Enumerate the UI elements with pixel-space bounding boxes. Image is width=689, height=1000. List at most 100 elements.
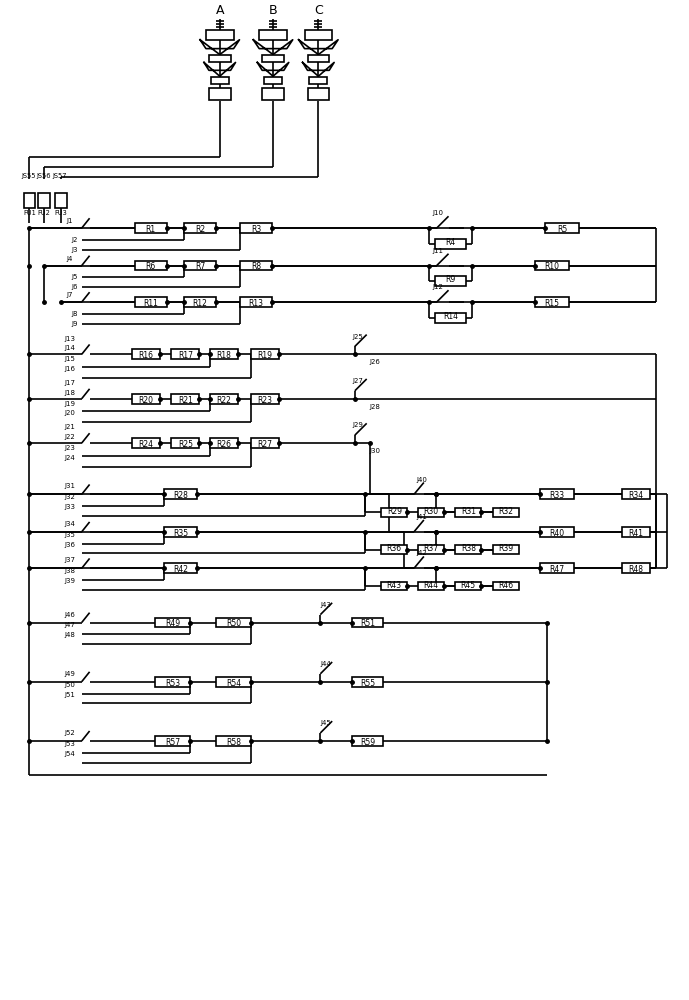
- Bar: [132, 349, 160, 359]
- Bar: [172, 438, 199, 448]
- Text: R13: R13: [249, 299, 264, 308]
- Text: R43: R43: [387, 581, 402, 590]
- Polygon shape: [257, 62, 289, 76]
- Text: R45: R45: [461, 581, 476, 590]
- Bar: [132, 394, 160, 404]
- Text: A: A: [216, 4, 224, 17]
- Text: J43: J43: [320, 602, 331, 608]
- Text: R24: R24: [138, 440, 154, 449]
- Bar: [240, 261, 272, 270]
- Bar: [216, 736, 251, 746]
- Text: R48: R48: [628, 565, 644, 574]
- Bar: [135, 297, 167, 307]
- Text: J51: J51: [64, 692, 75, 698]
- Bar: [55, 193, 67, 208]
- Text: J40: J40: [416, 477, 427, 483]
- Text: J9: J9: [72, 321, 79, 327]
- Bar: [184, 297, 216, 307]
- Bar: [251, 438, 279, 448]
- Bar: [155, 736, 190, 746]
- Text: J38: J38: [64, 568, 75, 574]
- Bar: [535, 261, 569, 270]
- Bar: [418, 582, 444, 590]
- Text: R27: R27: [258, 440, 273, 449]
- Text: R49: R49: [165, 619, 180, 628]
- Text: J5: J5: [72, 274, 79, 280]
- Text: R15: R15: [544, 299, 559, 308]
- Text: J33: J33: [64, 504, 75, 510]
- Text: R4: R4: [445, 238, 455, 247]
- Text: R21: R21: [178, 396, 193, 405]
- Text: R2: R2: [195, 225, 205, 234]
- Bar: [132, 438, 160, 448]
- Text: J1: J1: [66, 218, 72, 224]
- Bar: [206, 30, 234, 40]
- Text: R54: R54: [226, 679, 241, 688]
- Bar: [172, 394, 199, 404]
- Bar: [435, 313, 466, 323]
- Text: JS56: JS56: [36, 173, 50, 179]
- Text: R18: R18: [216, 351, 231, 360]
- Text: J17: J17: [64, 380, 75, 386]
- Text: R25: R25: [178, 440, 193, 449]
- Text: J24: J24: [64, 455, 74, 461]
- Bar: [251, 394, 279, 404]
- Text: J26: J26: [369, 359, 380, 365]
- Text: R28: R28: [173, 491, 188, 500]
- Text: R47: R47: [549, 565, 564, 574]
- Bar: [172, 349, 199, 359]
- Text: J54: J54: [64, 751, 74, 757]
- Bar: [455, 582, 481, 590]
- Bar: [382, 508, 407, 517]
- Text: R9: R9: [445, 275, 455, 284]
- Text: R37: R37: [423, 544, 438, 553]
- Text: R31: R31: [461, 507, 475, 516]
- Bar: [455, 508, 481, 517]
- Text: R32: R32: [498, 507, 513, 516]
- Text: R58: R58: [226, 738, 241, 747]
- Bar: [309, 77, 327, 84]
- Text: R50: R50: [226, 619, 241, 628]
- Bar: [622, 527, 650, 537]
- Text: FU2: FU2: [38, 210, 51, 216]
- Text: J46: J46: [64, 612, 75, 618]
- Text: R11: R11: [143, 299, 158, 308]
- Bar: [135, 223, 167, 233]
- Bar: [209, 88, 231, 100]
- Text: J21: J21: [64, 424, 75, 430]
- Bar: [493, 582, 519, 590]
- Bar: [352, 618, 384, 627]
- Bar: [210, 394, 238, 404]
- Text: R35: R35: [173, 529, 188, 538]
- Bar: [155, 618, 190, 627]
- Bar: [184, 223, 216, 233]
- Text: J25: J25: [353, 334, 364, 340]
- Text: J42: J42: [416, 550, 426, 556]
- Bar: [540, 489, 574, 499]
- Text: FU3: FU3: [54, 210, 68, 216]
- Text: J27: J27: [353, 378, 364, 384]
- Bar: [493, 545, 519, 554]
- Polygon shape: [298, 40, 338, 55]
- Text: J19: J19: [64, 401, 75, 407]
- Text: R55: R55: [360, 679, 376, 688]
- Text: J18: J18: [64, 390, 75, 396]
- Bar: [163, 563, 197, 573]
- Bar: [307, 55, 329, 62]
- Text: R51: R51: [360, 619, 376, 628]
- Polygon shape: [302, 62, 334, 76]
- Bar: [535, 297, 569, 307]
- Text: J50: J50: [64, 682, 75, 688]
- Text: R22: R22: [216, 396, 231, 405]
- Text: R42: R42: [173, 565, 188, 574]
- Text: J2: J2: [72, 237, 79, 243]
- Text: R53: R53: [165, 679, 180, 688]
- Text: J28: J28: [369, 404, 380, 410]
- Bar: [240, 223, 272, 233]
- Text: R7: R7: [195, 262, 205, 271]
- Text: FU1: FU1: [23, 210, 36, 216]
- Text: R39: R39: [498, 544, 513, 553]
- Text: R8: R8: [251, 262, 261, 271]
- Bar: [23, 193, 35, 208]
- Bar: [305, 30, 332, 40]
